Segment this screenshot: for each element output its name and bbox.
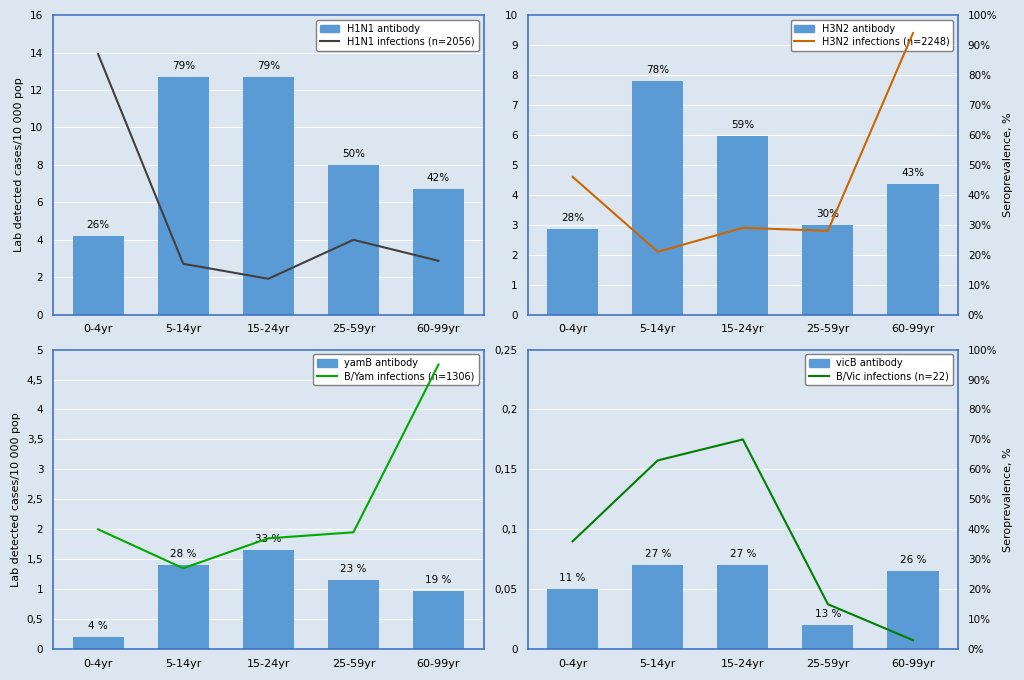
Legend: vicB antibody, B/Vic infections (n=22): vicB antibody, B/Vic infections (n=22) xyxy=(805,354,953,385)
Bar xyxy=(413,591,464,649)
Text: 23 %: 23 % xyxy=(340,564,367,575)
Bar xyxy=(632,565,683,649)
Text: 27 %: 27 % xyxy=(730,549,756,559)
Text: 28%: 28% xyxy=(561,214,585,223)
Text: 26%: 26% xyxy=(87,220,110,230)
Legend: H1N1 antibody, H1N1 infections (n=2056): H1N1 antibody, H1N1 infections (n=2056) xyxy=(316,20,479,51)
Text: 19 %: 19 % xyxy=(425,575,452,585)
Y-axis label: Lab detected cases/10 000 pop: Lab detected cases/10 000 pop xyxy=(14,78,25,252)
Bar xyxy=(717,565,768,649)
Text: 26 %: 26 % xyxy=(900,556,926,565)
Text: 43%: 43% xyxy=(901,169,925,178)
Text: 50%: 50% xyxy=(342,149,365,159)
Bar xyxy=(243,77,294,315)
Text: 59%: 59% xyxy=(731,120,755,131)
Text: 13 %: 13 % xyxy=(815,609,841,619)
Y-axis label: Seroprevalence, %: Seroprevalence, % xyxy=(1002,447,1013,551)
Y-axis label: Seroprevalence, %: Seroprevalence, % xyxy=(1002,113,1013,217)
Bar xyxy=(888,184,939,315)
Bar xyxy=(158,565,209,649)
Text: 11 %: 11 % xyxy=(559,573,586,583)
Bar xyxy=(243,550,294,649)
Y-axis label: Lab detected cases/10 000 pop: Lab detected cases/10 000 pop xyxy=(11,412,22,587)
Bar xyxy=(547,229,598,315)
Bar xyxy=(547,590,598,649)
Text: 42%: 42% xyxy=(427,173,450,184)
Bar xyxy=(632,81,683,315)
Text: 78%: 78% xyxy=(646,65,670,75)
Text: 33 %: 33 % xyxy=(255,534,282,544)
Bar xyxy=(73,236,124,315)
Text: 27 %: 27 % xyxy=(644,549,671,559)
Legend: H3N2 antibody, H3N2 infections (n=2248): H3N2 antibody, H3N2 infections (n=2248) xyxy=(791,20,953,51)
Bar xyxy=(803,225,853,315)
Bar xyxy=(717,137,768,315)
Bar xyxy=(158,77,209,315)
Text: 30%: 30% xyxy=(816,209,840,219)
Text: 79%: 79% xyxy=(257,61,280,71)
Bar xyxy=(803,625,853,649)
Bar xyxy=(413,189,464,315)
Bar xyxy=(328,165,379,315)
Legend: yamB antibody, B/Yam infections (n=1306): yamB antibody, B/Yam infections (n=1306) xyxy=(313,354,479,385)
Text: 28 %: 28 % xyxy=(170,549,197,559)
Text: 4 %: 4 % xyxy=(88,622,108,631)
Bar xyxy=(73,637,124,649)
Bar xyxy=(328,580,379,649)
Bar xyxy=(888,571,939,649)
Text: 79%: 79% xyxy=(172,61,195,71)
